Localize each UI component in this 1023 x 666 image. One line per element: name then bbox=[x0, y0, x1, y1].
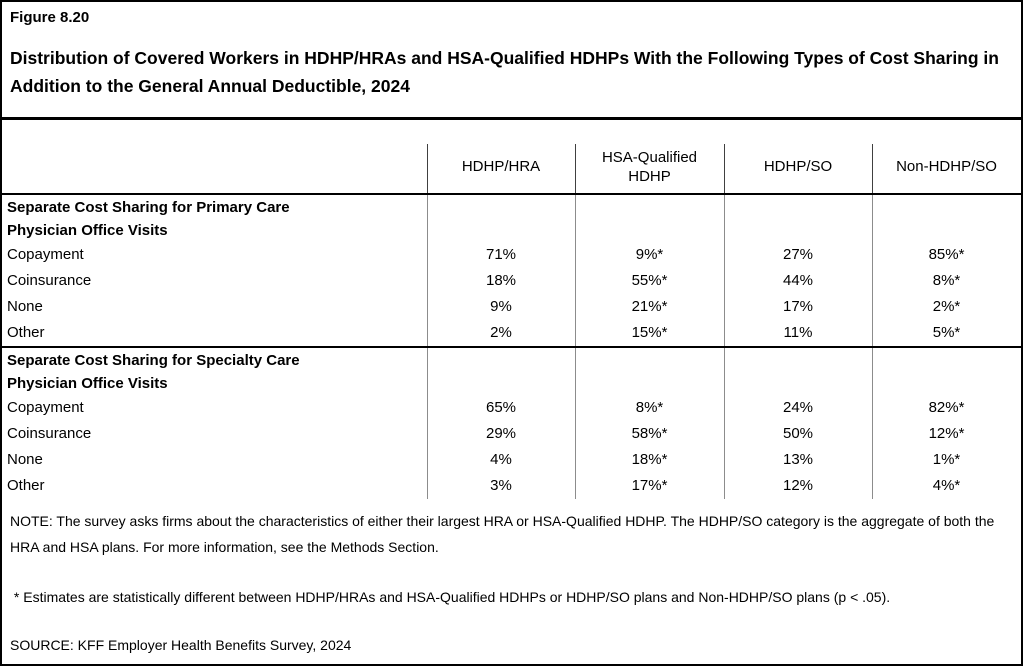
empty-cell bbox=[427, 195, 575, 242]
row-label: None bbox=[7, 451, 43, 468]
value-cell: 9% bbox=[427, 294, 575, 320]
empty-cell bbox=[575, 195, 724, 242]
source-text: SOURCE: KFF Employer Health Benefits Sur… bbox=[10, 637, 352, 653]
value-cell: 65% bbox=[427, 395, 575, 421]
value-cell: 2%* bbox=[872, 294, 1021, 320]
note-text: NOTE: The survey asks firms about the ch… bbox=[10, 513, 995, 555]
value-cell: 1%* bbox=[872, 447, 1021, 473]
value-cell: 13% bbox=[724, 447, 872, 473]
value-cell: 15%* bbox=[575, 320, 724, 346]
value-cell: 12% bbox=[724, 473, 872, 499]
cost-sharing-table: HDHP/HRA HSA-Qualified HDHP HDHP/SO Non-HDH… bbox=[2, 120, 1021, 499]
value-cell: 71% bbox=[427, 242, 575, 268]
table-row: Copayment 65% 8%* 24% 82%* bbox=[2, 395, 1021, 421]
value-cell: 9%* bbox=[575, 242, 724, 268]
value-cell: 55%* bbox=[575, 268, 724, 294]
asterisk-note: * Estimates are statistically different … bbox=[10, 589, 891, 605]
value-cell: 18%* bbox=[575, 447, 724, 473]
value-cell: 58%* bbox=[575, 421, 724, 447]
figure-title: Distribution of Covered Workers in HDHP/… bbox=[10, 48, 999, 96]
section-title-line: Physician Office Visits bbox=[7, 374, 168, 392]
empty-cell bbox=[427, 348, 575, 395]
value-cell: 44% bbox=[724, 268, 872, 294]
value-cell: 17%* bbox=[575, 473, 724, 499]
value-cell: 4%* bbox=[872, 473, 1021, 499]
column-header: HSA-Qualified HDHP bbox=[575, 120, 724, 193]
column-header: HDHP/SO bbox=[724, 120, 872, 193]
empty-cell bbox=[872, 348, 1021, 395]
row-label: None bbox=[7, 298, 43, 315]
empty-cell bbox=[724, 195, 872, 242]
value-cell: 29% bbox=[427, 421, 575, 447]
value-cell: 17% bbox=[724, 294, 872, 320]
notes-area: NOTE: The survey asks firms about the ch… bbox=[2, 499, 1021, 664]
value-cell: 21%* bbox=[575, 294, 724, 320]
value-cell: 5%* bbox=[872, 320, 1021, 346]
section-header-row: Separate Cost Sharing for Specialty Care… bbox=[2, 348, 1021, 395]
table-row: None 4% 18%* 13% 1%* bbox=[2, 447, 1021, 473]
column-header: HDHP/HRA bbox=[427, 120, 575, 193]
row-label: Coinsurance bbox=[7, 425, 92, 442]
section-header-row: Separate Cost Sharing for Primary Care Ph… bbox=[2, 195, 1021, 242]
corner-cell bbox=[2, 120, 427, 193]
table-section: Separate Cost Sharing for Primary Care Ph… bbox=[2, 195, 1021, 348]
table-row: Copayment 71% 9%* 27% 85%* bbox=[2, 242, 1021, 268]
row-label: Other bbox=[7, 477, 45, 494]
table-section: Separate Cost Sharing for Specialty Care… bbox=[2, 348, 1021, 499]
row-label: Other bbox=[7, 324, 45, 341]
section-title-line: Physician Office Visits bbox=[7, 221, 168, 239]
row-label: Coinsurance bbox=[7, 272, 92, 289]
section-title-line: Separate Cost Sharing for Primary Care bbox=[7, 198, 290, 216]
table-header-row: HDHP/HRA HSA-Qualified HDHP HDHP/SO Non-HDH… bbox=[2, 120, 1021, 195]
table-body: Separate Cost Sharing for Primary Care Ph… bbox=[2, 195, 1021, 499]
figure-number: Figure 8.20 bbox=[10, 9, 90, 26]
value-cell: 2% bbox=[427, 320, 575, 346]
table-row: Coinsurance 18% 55%* 44% 8%* bbox=[2, 268, 1021, 294]
row-label: Copayment bbox=[7, 246, 84, 263]
value-cell: 4% bbox=[427, 447, 575, 473]
table-row: Other 2% 15%* 11% 5%* bbox=[2, 320, 1021, 346]
table-row: Other 3% 17%* 12% 4%* bbox=[2, 473, 1021, 499]
column-header: Non-HDHP/SO bbox=[872, 120, 1021, 193]
table-row: Coinsurance 29% 58%* 50% 12%* bbox=[2, 421, 1021, 447]
value-cell: 50% bbox=[724, 421, 872, 447]
figure-header: Figure 8.20 Distribution of Covered Work… bbox=[2, 2, 1021, 120]
value-cell: 8%* bbox=[575, 395, 724, 421]
value-cell: 11% bbox=[724, 320, 872, 346]
value-cell: 12%* bbox=[872, 421, 1021, 447]
section-title: Separate Cost Sharing for Primary Care Ph… bbox=[2, 195, 427, 242]
value-cell: 18% bbox=[427, 268, 575, 294]
table-row: None 9% 21%* 17% 2%* bbox=[2, 294, 1021, 320]
value-cell: 24% bbox=[724, 395, 872, 421]
section-title: Separate Cost Sharing for Specialty Care… bbox=[2, 348, 427, 395]
value-cell: 85%* bbox=[872, 242, 1021, 268]
empty-cell bbox=[872, 195, 1021, 242]
empty-cell bbox=[575, 348, 724, 395]
empty-cell bbox=[724, 348, 872, 395]
value-cell: 82%* bbox=[872, 395, 1021, 421]
row-label: Copayment bbox=[7, 399, 84, 416]
section-title-line: Separate Cost Sharing for Specialty Care bbox=[7, 351, 300, 369]
value-cell: 3% bbox=[427, 473, 575, 499]
value-cell: 8%* bbox=[872, 268, 1021, 294]
value-cell: 27% bbox=[724, 242, 872, 268]
